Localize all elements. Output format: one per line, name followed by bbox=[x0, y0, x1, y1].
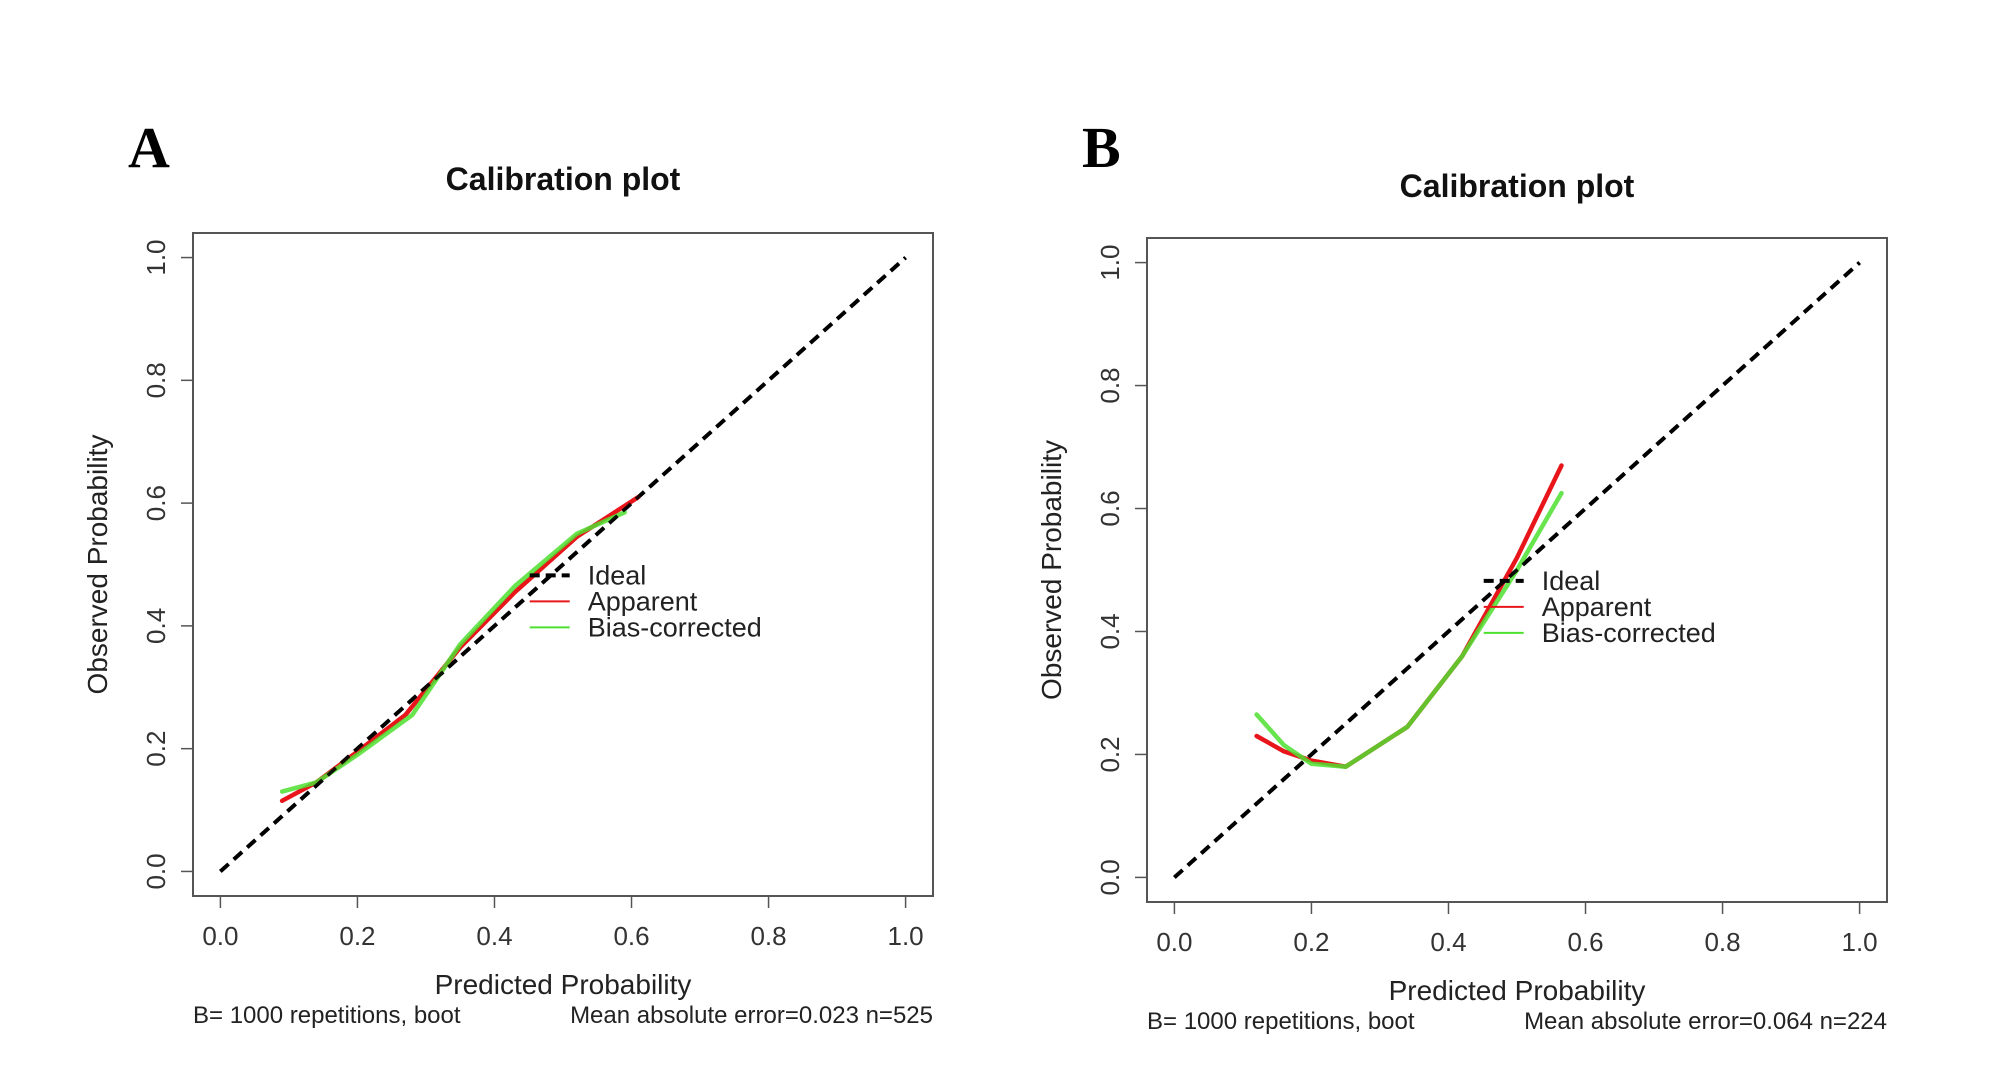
x-tick-label: 1.0 bbox=[1842, 927, 1878, 957]
series-line-ideal-overlay bbox=[1173, 261, 1861, 879]
plot-frame bbox=[192, 232, 934, 897]
y-tick-label: 0.6 bbox=[141, 485, 171, 521]
x-tick-label: 1.0 bbox=[888, 921, 924, 951]
x-tick-label: 0.6 bbox=[1567, 927, 1603, 957]
x-tick-label: 0.0 bbox=[1156, 927, 1192, 957]
x-tick-label: 0.4 bbox=[1430, 927, 1466, 957]
series-line-ideal-overlay bbox=[219, 256, 907, 873]
y-tick-label: 0.2 bbox=[141, 731, 171, 767]
y-tick-label: 0.6 bbox=[1095, 490, 1125, 526]
chart-panel-a: A Calibration plot 0.0 0.2 0.4 0.6 0.8 1.0 0.0 0.… bbox=[82, 115, 934, 1029]
series-line-bias-corrected bbox=[1254, 490, 1564, 769]
panel-letter: B bbox=[1082, 115, 1121, 180]
plot-area bbox=[219, 256, 907, 873]
y-tick-label: 1.0 bbox=[1095, 245, 1125, 281]
y-tick-label: 0.8 bbox=[1095, 367, 1125, 403]
y-tick-label: 0.0 bbox=[1095, 859, 1125, 895]
y-axis-label: Observed Probability bbox=[1036, 440, 1067, 700]
plot-frame bbox=[1146, 237, 1888, 903]
legend-label: Bias-corrected bbox=[1542, 618, 1716, 648]
x-tick-label: 0.0 bbox=[202, 921, 238, 951]
y-tick-label: 0.2 bbox=[1095, 736, 1125, 772]
chart-title: Calibration plot bbox=[446, 161, 681, 197]
subtitle-left: B= 1000 repetitions, boot bbox=[193, 1002, 461, 1029]
chart-title: Calibration plot bbox=[1400, 168, 1635, 204]
y-tick-label: 0.0 bbox=[141, 853, 171, 889]
legend-label: Apparent bbox=[1542, 592, 1652, 622]
y-tick-label: 0.4 bbox=[141, 608, 171, 644]
subtitle-right: Mean absolute error=0.064 n=224 bbox=[1524, 1008, 1887, 1035]
x-tick-label: 0.2 bbox=[339, 921, 375, 951]
y-tick-label: 1.0 bbox=[141, 239, 171, 275]
x-tick-label: 0.2 bbox=[1293, 927, 1329, 957]
plot-area bbox=[1173, 261, 1861, 879]
subtitle-left: B= 1000 repetitions, boot bbox=[1147, 1008, 1415, 1035]
x-tick-label: 0.8 bbox=[1704, 927, 1740, 957]
x-axis-label: Predicted Probability bbox=[435, 969, 692, 1000]
x-tick-label: 0.8 bbox=[750, 921, 786, 951]
legend-label: Ideal bbox=[588, 560, 647, 590]
legend-label: Bias-corrected bbox=[588, 612, 762, 642]
x-tick-label: 0.6 bbox=[613, 921, 649, 951]
panel-letter: A bbox=[128, 115, 170, 180]
legend-label: Apparent bbox=[588, 586, 698, 616]
x-tick-label: 0.4 bbox=[476, 921, 512, 951]
subtitle-right: Mean absolute error=0.023 n=525 bbox=[570, 1002, 933, 1029]
chart-panel-b: B Calibration plot 0.0 0.2 0.4 0.6 0.8 1.0 0.0 0.… bbox=[1036, 115, 1888, 1035]
y-axis-label: Observed Probability bbox=[82, 435, 113, 695]
y-tick-label: 0.8 bbox=[141, 362, 171, 398]
x-axis-label: Predicted Probability bbox=[1389, 975, 1646, 1006]
legend-label: Ideal bbox=[1542, 566, 1601, 596]
y-tick-label: 0.4 bbox=[1095, 613, 1125, 649]
